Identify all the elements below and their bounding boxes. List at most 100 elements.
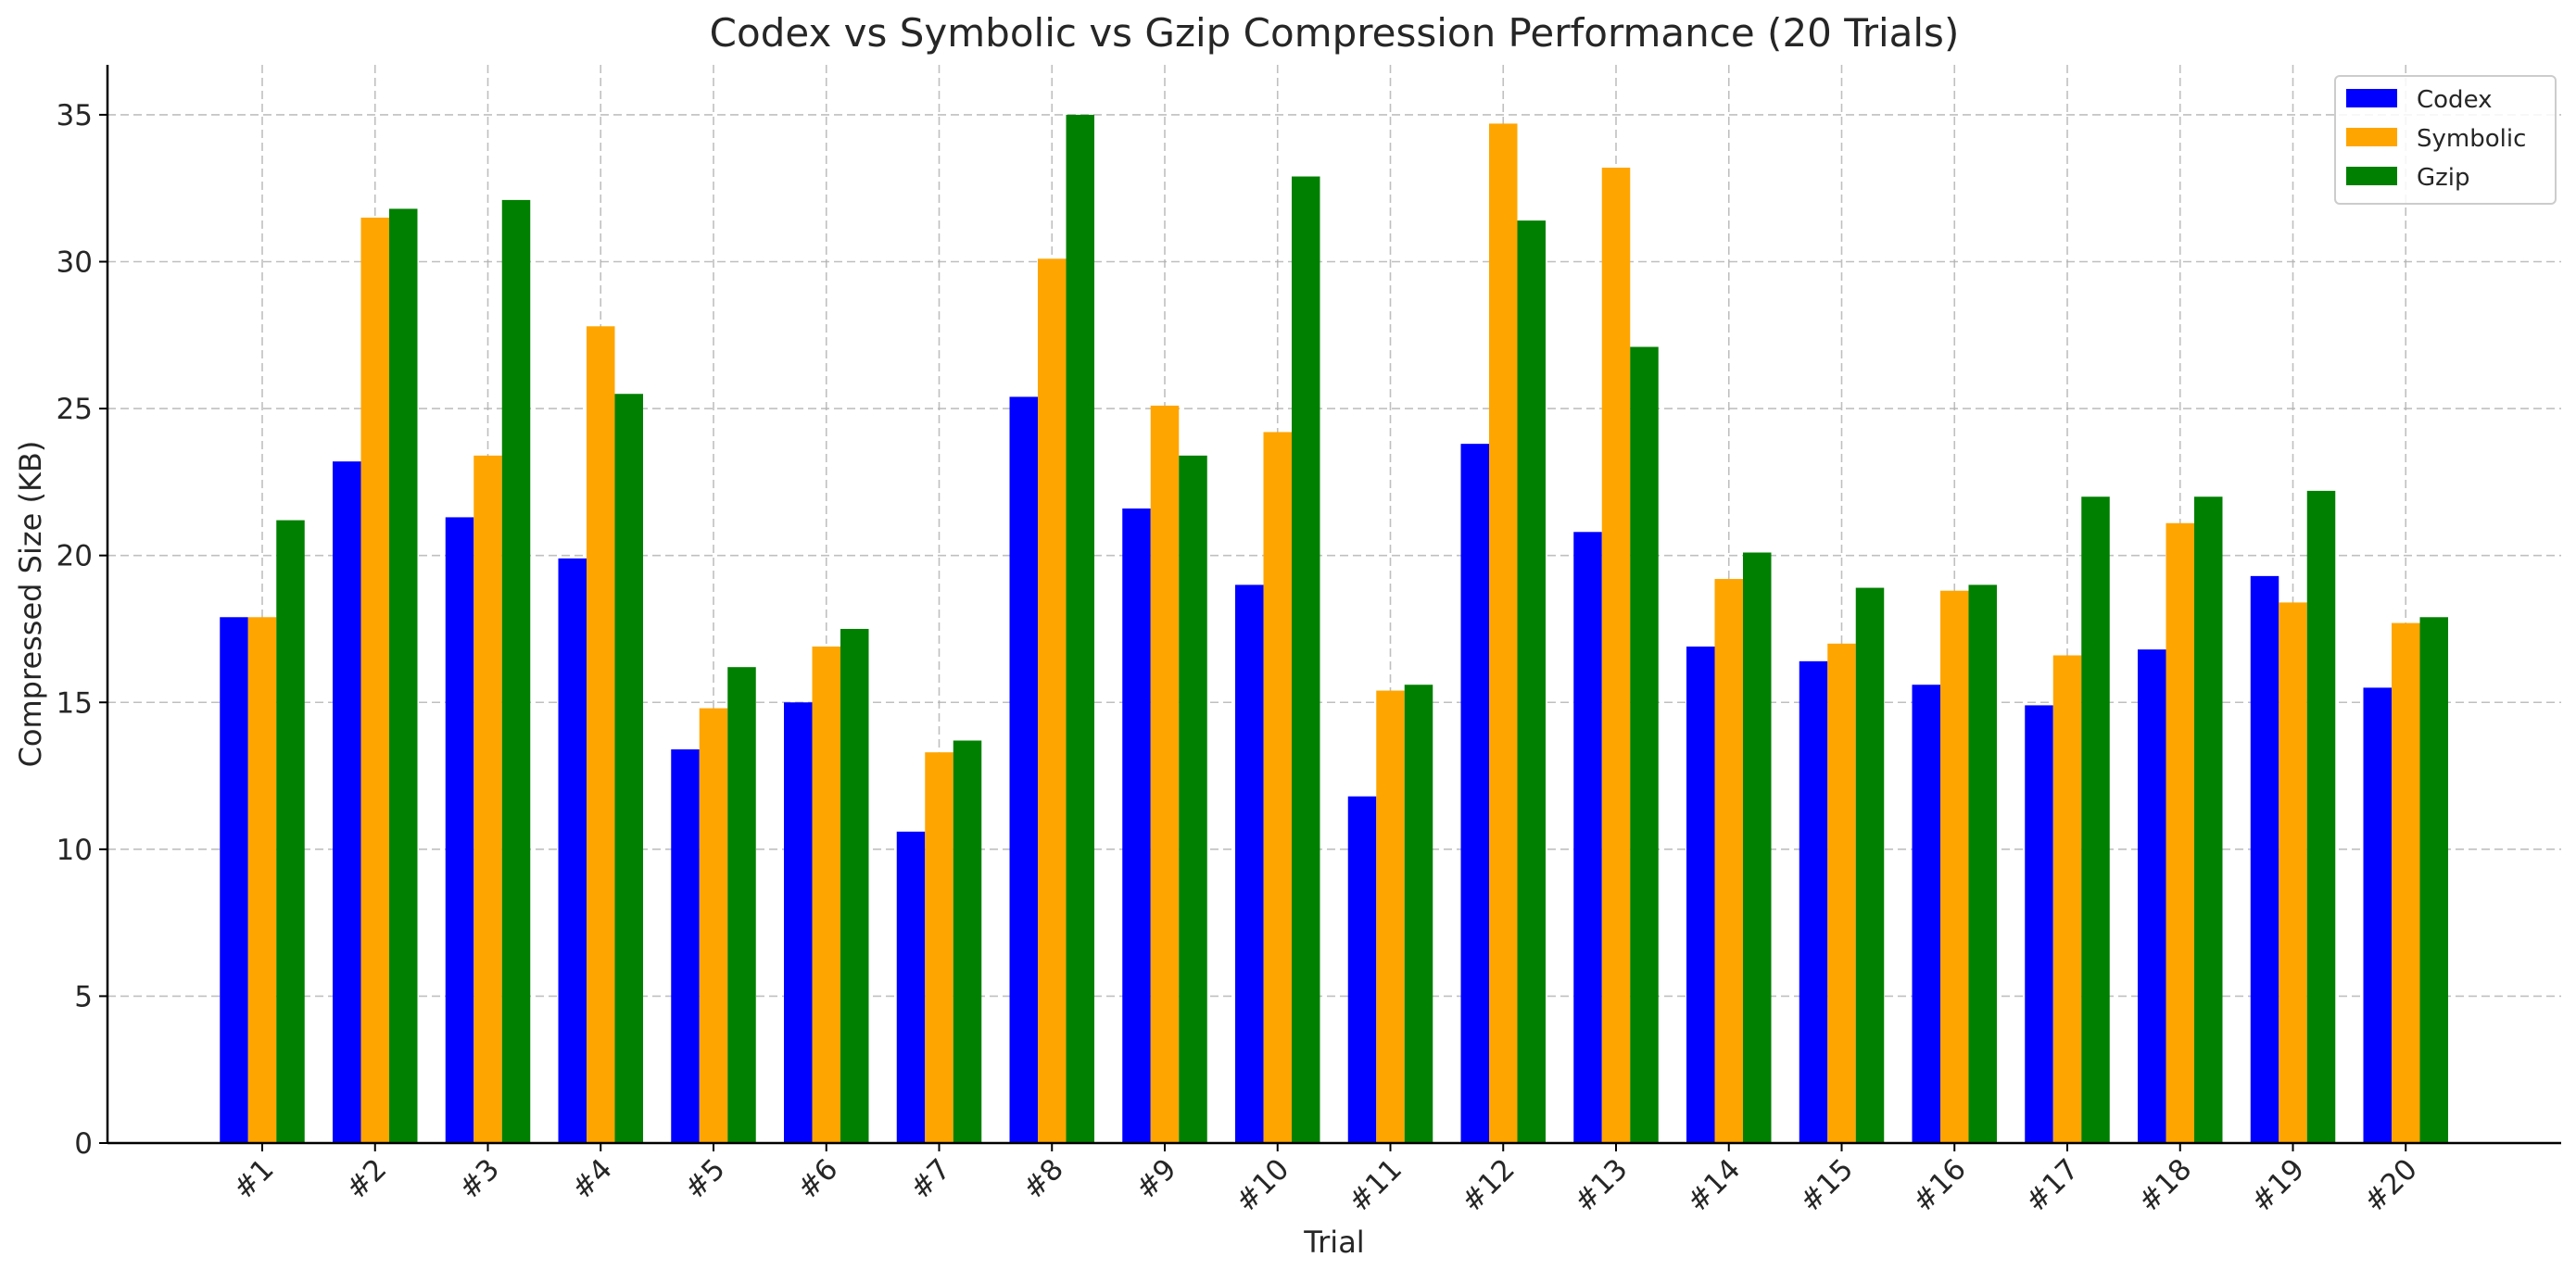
bar-codex-6 [784,702,813,1143]
bars-layer [220,114,2448,1144]
bar-codex-19 [2250,575,2279,1143]
bar-symbolic-4 [587,326,615,1143]
bar-gzip-15 [1855,587,1885,1143]
bar-symbolic-18 [2166,522,2194,1143]
y-tick-label: 30 [57,246,93,280]
bar-gzip-6 [840,628,869,1143]
bar-codex-4 [558,558,587,1143]
legend-swatch-codex [2346,89,2397,107]
bar-symbolic-1 [247,617,277,1143]
x-tick-label: #14 [1681,1152,1748,1219]
y-tick-label: 25 [57,393,93,426]
bar-gzip-5 [727,667,756,1143]
bar-symbolic-15 [1827,643,1856,1143]
x-tick-label: #16 [1906,1152,1973,1219]
x-tick-label: #6 [791,1152,845,1206]
bar-symbolic-6 [812,646,840,1143]
bar-codex-14 [1686,646,1715,1143]
bar-codex-1 [220,617,248,1143]
x-tick-label: #15 [1793,1152,1860,1219]
x-tick-label: #7 [903,1152,957,1206]
axes-layer [106,65,2561,1145]
bar-codex-3 [445,517,474,1143]
bar-gzip-18 [2194,496,2223,1143]
bar-gzip-9 [1179,455,1207,1143]
bar-symbolic-10 [1263,432,1292,1143]
bar-symbolic-2 [360,217,389,1143]
bar-gzip-14 [1743,552,1772,1143]
x-tick-label: #1 [227,1152,281,1206]
bar-gzip-13 [1630,346,1659,1143]
bar-gzip-19 [2306,490,2336,1143]
legend-label-codex: Codex [2417,86,2493,114]
x-tick-label: #12 [1455,1152,1522,1219]
bar-gzip-8 [1066,114,1094,1144]
bar-symbolic-8 [1038,258,1067,1143]
bar-codex-5 [671,748,700,1143]
bar-gzip-2 [389,208,418,1143]
y-tick-label: 20 [57,540,93,573]
y-tick-label: 15 [57,686,93,720]
bar-codex-7 [896,831,926,1143]
bar-codex-8 [1009,396,1038,1143]
bar-codex-15 [1799,660,1828,1143]
bar-codex-16 [1912,685,1940,1143]
bar-symbolic-5 [699,708,728,1143]
bar-symbolic-11 [1376,690,1405,1143]
legend-label-symbolic: Symbolic [2417,125,2526,153]
bar-symbolic-14 [1714,579,1743,1143]
x-tick-label: #11 [1342,1152,1408,1219]
bar-gzip-16 [1968,584,1997,1143]
bar-gzip-1 [276,520,305,1143]
x-tick-label: #17 [2019,1152,2086,1219]
x-tick-label: #8 [1017,1152,1070,1206]
bar-symbolic-19 [2279,602,2307,1143]
x-axis-label: Trial [1303,1225,1364,1260]
bar-codex-9 [1122,508,1151,1143]
y-tick-label: 10 [57,834,93,867]
bar-symbolic-13 [1601,168,1631,1143]
x-tick-label: #13 [1568,1152,1635,1219]
bar-gzip-20 [2419,617,2448,1143]
bar-symbolic-20 [2392,622,2420,1143]
x-tick-label: #2 [340,1152,394,1206]
bar-gzip-17 [2081,496,2110,1143]
bar-gzip-12 [1517,220,1546,1144]
legend-label-gzip: Gzip [2417,164,2470,192]
bar-symbolic-3 [474,455,502,1143]
x-tick-label: #18 [2132,1152,2199,1219]
bar-gzip-7 [953,740,982,1143]
x-tick-label: #20 [2357,1152,2424,1219]
x-tick-label: #9 [1130,1152,1183,1206]
x-tick-label: #4 [565,1152,619,1206]
bar-codex-13 [1573,532,1602,1143]
legend-swatch-gzip [2346,167,2397,185]
x-tick-label: #3 [452,1152,506,1206]
bar-gzip-10 [1292,176,1320,1143]
bar-gzip-3 [501,199,531,1143]
y-axis-label: Compressed Size (KB) [13,441,48,768]
bar-symbolic-9 [1150,405,1180,1143]
bar-codex-11 [1347,796,1377,1143]
x-tick-label: #10 [1230,1152,1296,1219]
y-tick-label: 5 [74,980,93,1013]
bar-codex-2 [333,461,361,1143]
bar-symbolic-16 [1940,590,1969,1143]
chart-title: Codex vs Symbolic vs Gzip Compression Pe… [710,10,1960,56]
x-tick-label: #19 [2244,1152,2311,1219]
x-tick-label: #5 [678,1152,732,1206]
y-tick-label: 0 [74,1127,93,1161]
bar-codex-12 [1460,444,1489,1143]
bar-symbolic-17 [2052,655,2082,1143]
bar-codex-10 [1235,584,1264,1143]
legend: Codex Symbolic Gzip [2334,75,2557,205]
bar-codex-20 [2363,687,2392,1143]
bar-gzip-4 [614,394,643,1143]
legend-swatch-symbolic [2346,128,2397,146]
bar-codex-18 [2138,649,2166,1143]
y-tick-label: 35 [57,99,93,132]
bar-codex-17 [2025,705,2053,1143]
bar-gzip-11 [1404,685,1433,1143]
